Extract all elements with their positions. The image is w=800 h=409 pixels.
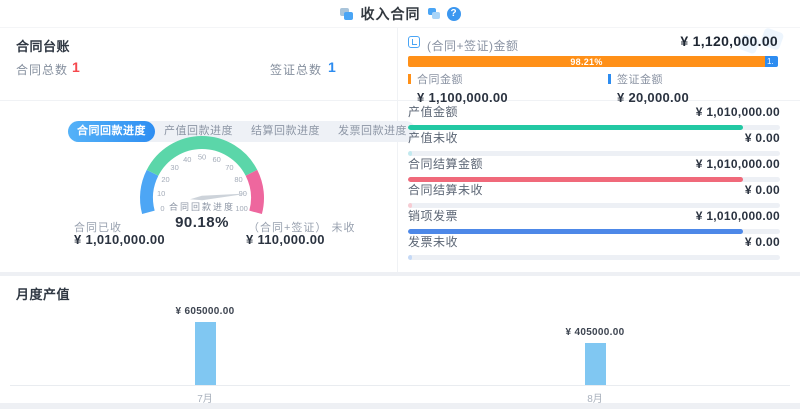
metric-label: 合同结算金额 xyxy=(408,157,484,171)
metric-bar-track xyxy=(408,255,780,260)
svg-text:0: 0 xyxy=(160,204,164,213)
unreceived-label: （合同+签证） 未收 xyxy=(248,222,356,234)
svg-text:60: 60 xyxy=(213,155,221,164)
pages-icon-small xyxy=(427,8,440,19)
contract-amount-marker xyxy=(408,74,411,84)
bar-8月 xyxy=(584,343,606,385)
x-axis-label: 8月 xyxy=(587,394,603,405)
horizontal-divider xyxy=(0,100,800,101)
bar-value-label: ¥ 605000.00 xyxy=(175,306,235,317)
metric-label: 产值未收 xyxy=(408,131,459,145)
ledger-title: 合同台账 xyxy=(16,39,71,54)
metric-label: 销项发票 xyxy=(408,209,459,223)
metric-label: 合同结算未收 xyxy=(408,183,484,197)
visa-count-value: 1 xyxy=(328,59,336,75)
metric-bar-fill xyxy=(408,125,744,130)
legend-contract-amount: 合同金额 ¥ 1,100,000.00 xyxy=(408,71,508,105)
metric-bar-fill xyxy=(408,229,744,234)
metric-bar-track xyxy=(408,151,780,156)
monthly-card xyxy=(0,276,800,403)
metric-row-settlement-amount: 合同结算金额 ¥ 1,010,000.00 xyxy=(408,156,780,182)
contract-amount-value: ¥ 1,100,000.00 xyxy=(417,90,508,105)
svg-text:20: 20 xyxy=(161,175,169,184)
metric-bar-fill xyxy=(408,203,413,208)
metric-bar-track xyxy=(408,125,780,130)
tab-invoice-payback[interactable]: 发票回款进度 xyxy=(338,125,407,137)
metric-row-output-unreceived: 产值未收 ¥ 0.00 xyxy=(408,130,780,156)
metric-value: ¥ 0.00 xyxy=(744,234,780,249)
metric-value: ¥ 1,010,000.00 xyxy=(695,104,780,119)
total-amount-value: ¥ 1,120,000.00 xyxy=(680,33,778,49)
metric-value: ¥ 0.00 xyxy=(744,182,780,197)
contract-count-value: 1 xyxy=(72,59,80,75)
svg-text:10: 10 xyxy=(157,189,165,198)
svg-text:30: 30 xyxy=(170,163,178,172)
svg-text:80: 80 xyxy=(234,175,242,184)
tab-output-payback[interactable]: 产值回款进度 xyxy=(164,125,233,137)
metric-value: ¥ 1,010,000.00 xyxy=(695,156,780,171)
help-icon[interactable]: ? xyxy=(446,6,461,21)
svg-text:70: 70 xyxy=(225,163,233,172)
metric-row-output-amount: 产值金额 ¥ 1,010,000.00 xyxy=(408,104,780,130)
contract-count-label: 合同总数 xyxy=(16,63,69,77)
metric-bar-fill xyxy=(408,177,744,182)
bar-7月 xyxy=(194,322,216,385)
metric-bar-fill xyxy=(408,255,413,260)
x-axis-label: 7月 xyxy=(197,394,213,405)
pages-icon xyxy=(339,7,354,20)
tab-contract-payback[interactable]: 合同回款进度 xyxy=(68,121,155,142)
svg-text:50: 50 xyxy=(198,153,206,162)
x-axis-line xyxy=(10,385,790,386)
visa-count-label: 签证总数 xyxy=(270,63,323,77)
vertical-divider xyxy=(397,28,398,272)
tab-settlement-payback[interactable]: 结算回款进度 xyxy=(251,125,320,137)
total-amount-label: (合同+签证)金额 xyxy=(427,39,519,53)
svg-text:100: 100 xyxy=(235,204,248,213)
legend-visa-amount: 签证金额 ¥ 20,000.00 xyxy=(608,71,689,105)
visa-amount-segment: 1. xyxy=(765,56,778,67)
received-value: ¥ 1,010,000.00 xyxy=(74,232,165,247)
svg-text:40: 40 xyxy=(183,155,191,164)
document-icon xyxy=(408,36,420,48)
page-title: 收入合同 xyxy=(360,5,421,22)
visa-amount-value: ¥ 20,000.00 xyxy=(617,90,689,105)
contract-amount-segment: 98.21% xyxy=(408,56,765,67)
metric-row-settlement-unreceived: 合同结算未收 ¥ 0.00 xyxy=(408,182,780,208)
progress-tabbar: 合同回款进度 产值回款进度 结算回款进度 发票回款进度 xyxy=(68,121,416,142)
monthly-output-chart: ¥ 605000.00 7月 ¥ 405000.00 8月 xyxy=(0,276,800,405)
metric-value: ¥ 1,010,000.00 xyxy=(695,208,780,223)
metric-row-output-invoice: 销项发票 ¥ 1,010,000.00 xyxy=(408,208,780,234)
metric-bar-track xyxy=(408,177,780,182)
page-header: 收入合同 ? xyxy=(0,0,800,28)
metric-value: ¥ 0.00 xyxy=(744,130,780,145)
visa-amount-marker xyxy=(608,74,611,84)
metric-bar-track xyxy=(408,229,780,234)
visa-amount-label: 签证金额 xyxy=(617,74,663,86)
metric-bar-fill xyxy=(408,151,413,156)
metric-bar-track xyxy=(408,203,780,208)
unreceived-value: ¥ 110,000.00 xyxy=(246,232,325,247)
metric-row-invoice-unreceived: 发票未收 ¥ 0.00 xyxy=(408,234,780,260)
received-label: 合同已收 xyxy=(74,222,122,234)
gauge-label: 合同回款进度 xyxy=(168,202,235,212)
monthly-output-title: 月度产值 xyxy=(16,287,71,302)
amount-split-bar: 98.21% 1. xyxy=(408,56,778,67)
gauge-value: 90.18% xyxy=(175,214,229,231)
metric-label: 产值金额 xyxy=(408,105,459,119)
bar-value-label: ¥ 405000.00 xyxy=(565,327,625,338)
metric-label: 发票未收 xyxy=(408,235,459,249)
contract-amount-label: 合同金额 xyxy=(417,74,463,86)
